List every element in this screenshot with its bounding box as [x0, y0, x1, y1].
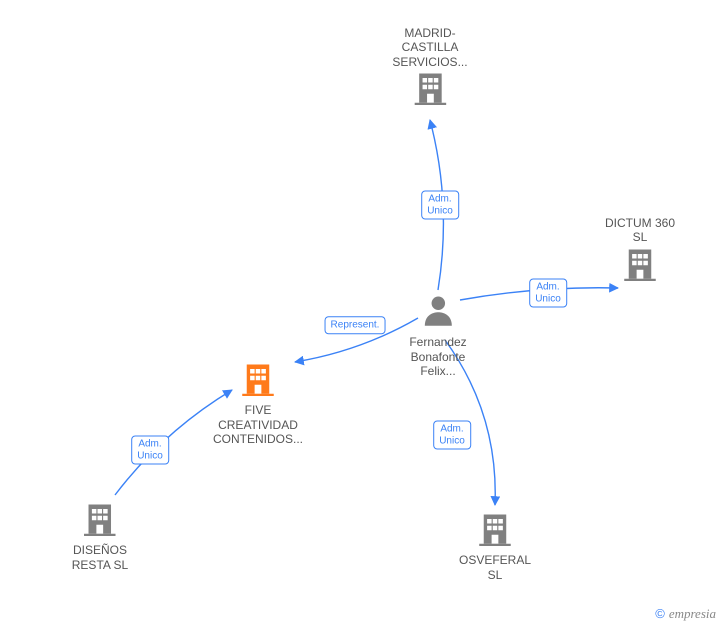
edge-label-person-dictum: Adm. Unico: [529, 279, 567, 308]
node-label: OSVEFERAL SL: [459, 553, 531, 582]
edge-label-person-osveferal: Adm. Unico: [433, 421, 471, 450]
node-five[interactable]: FIVE CREATIVIDAD CONTENIDOS...: [213, 360, 303, 447]
copyright-symbol: ©: [655, 606, 665, 621]
node-person[interactable]: Fernandez Bonafonte Felix...: [409, 292, 466, 379]
edge-label-person-five: Represent.: [325, 316, 386, 334]
building-icon: [240, 360, 276, 399]
node-label: Fernandez Bonafonte Felix...: [409, 335, 466, 378]
building-icon: [622, 245, 658, 284]
edge-label-disenos-five: Adm. Unico: [131, 436, 169, 465]
person-icon: [420, 292, 456, 331]
edge-label-person-madrid: Adm. Unico: [421, 191, 459, 220]
node-label: MADRID- CASTILLA SERVICIOS...: [392, 26, 467, 69]
node-madrid[interactable]: MADRID- CASTILLA SERVICIOS...: [392, 22, 467, 109]
node-disenos[interactable]: DISEÑOS RESTA SL: [72, 500, 128, 572]
diagram-canvas: Fernandez Bonafonte Felix... MADRID- CAST…: [0, 0, 728, 630]
watermark: © empresia: [655, 606, 716, 622]
edge-person-dictum: [460, 288, 618, 300]
node-osveferal[interactable]: OSVEFERAL SL: [459, 510, 531, 582]
building-icon: [412, 69, 448, 108]
node-label: DICTUM 360 SL: [605, 216, 675, 245]
node-dictum[interactable]: DICTUM 360 SL: [605, 212, 675, 284]
edge-person-madrid: [430, 120, 443, 290]
watermark-text: empresia: [669, 606, 716, 621]
edge-person-five: [295, 318, 418, 362]
node-label: DISEÑOS RESTA SL: [72, 543, 128, 572]
building-icon: [477, 510, 513, 549]
building-icon: [82, 500, 118, 539]
node-label: FIVE CREATIVIDAD CONTENIDOS...: [213, 403, 303, 446]
